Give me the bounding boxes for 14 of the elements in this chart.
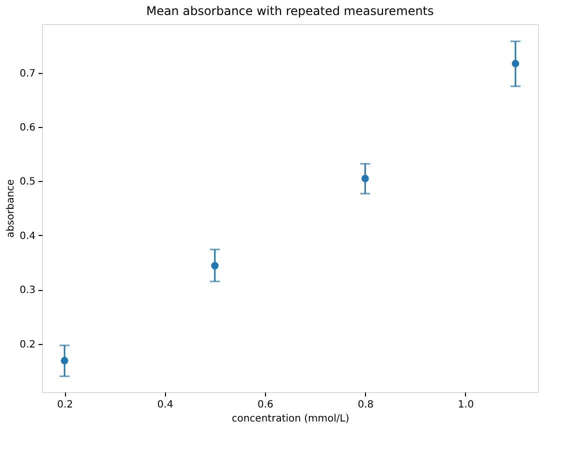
- x-tick-label: 0.8: [358, 400, 374, 410]
- y-tick-label: 0.7: [20, 68, 36, 80]
- x-tick-label: 0.2: [57, 400, 73, 410]
- x-tick-label: 0.6: [257, 400, 274, 410]
- y-tick-label: 0.3: [20, 285, 36, 296]
- y-tick-label: 0.2: [20, 339, 36, 350]
- y-tick-label: 0.5: [20, 176, 36, 188]
- x-tick-label: 0.4: [157, 400, 174, 410]
- x-tick-label: 1.0: [458, 400, 474, 410]
- y-tick-label: 0.4: [20, 230, 36, 242]
- x-axis-title: concentration (mmol/L): [232, 414, 350, 424]
- y-axis-title: absorbance: [6, 179, 17, 238]
- y-tick-label: 0.6: [20, 122, 36, 134]
- chart-title: Mean absorbance with repeated measurements: [146, 4, 434, 18]
